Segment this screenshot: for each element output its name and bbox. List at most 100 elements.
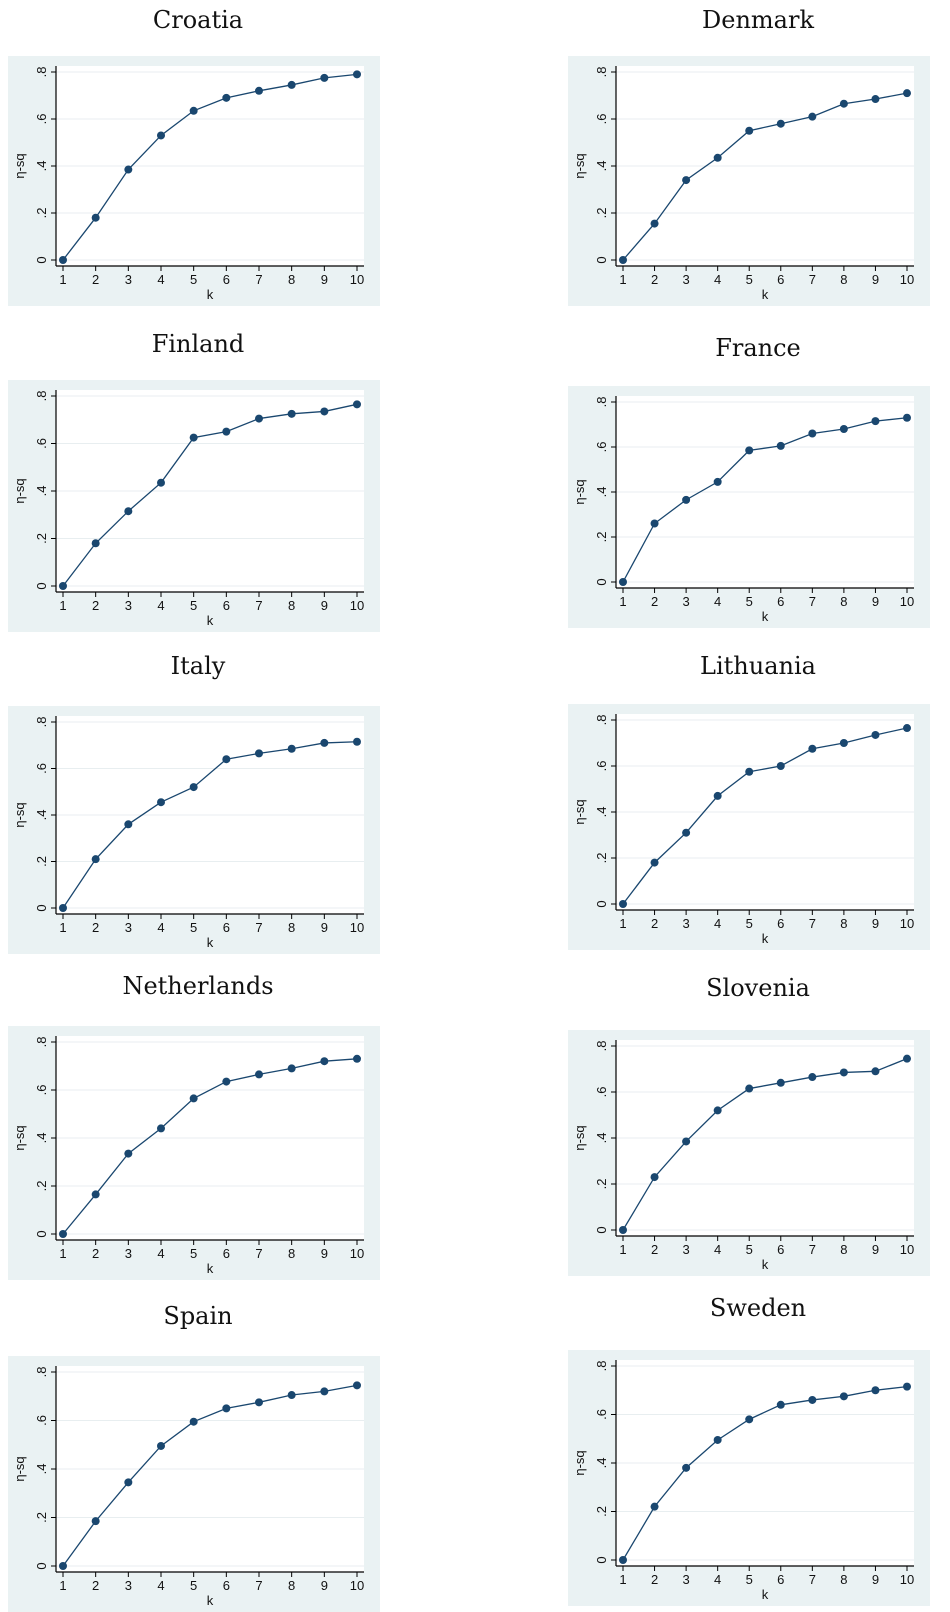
x-tick-label: 10	[900, 594, 914, 609]
y-tick-label: .8	[594, 1041, 609, 1052]
data-point	[650, 219, 659, 228]
data-point	[903, 724, 911, 733]
y-tick-label: .8	[594, 67, 609, 78]
data-point	[808, 112, 817, 121]
x-tick-label: 4	[714, 594, 721, 609]
y-tick-label: 0	[34, 582, 49, 589]
data-point	[713, 1435, 722, 1444]
chart-denmark: 0 .2 .4 .6 .8 1 2 3 4 5 6 7 8 9 10 k η-sq	[568, 56, 930, 306]
data-point	[59, 904, 67, 912]
y-tick-label: .2	[594, 1506, 609, 1517]
x-tick-label: 2	[651, 594, 658, 609]
y-tick-label: .2	[594, 532, 609, 543]
x-tick-label: 3	[682, 272, 689, 287]
data-point	[650, 1502, 659, 1511]
y-axis-label: η-sq	[12, 1125, 27, 1150]
y-axis-label: η-sq	[12, 802, 27, 827]
y-tick-label: .6	[34, 1415, 49, 1426]
y-tick-label: .6	[594, 442, 609, 453]
panel-title: Spain	[163, 1302, 233, 1330]
data-point	[871, 730, 880, 739]
data-point	[619, 1226, 627, 1234]
x-tick-label: 5	[746, 916, 753, 931]
y-tick-label: .8	[34, 67, 49, 78]
data-point	[745, 767, 754, 776]
x-tick-label: 4	[714, 272, 721, 287]
data-point	[839, 739, 848, 747]
y-tick-label: .6	[594, 761, 609, 772]
data-point	[903, 413, 911, 422]
data-point	[808, 1073, 817, 1082]
data-point	[903, 1054, 911, 1063]
x-tick-label: 2	[92, 1246, 99, 1261]
x-tick-label: 10	[350, 1246, 364, 1261]
y-tick-label: 0	[34, 256, 49, 263]
x-tick-label: 1	[59, 272, 66, 287]
data-point	[903, 89, 911, 98]
y-tick-label: 0	[594, 578, 609, 585]
data-point	[124, 507, 133, 516]
x-tick-label: 2	[92, 920, 99, 935]
data-point	[91, 1190, 100, 1199]
data-point	[287, 744, 296, 753]
data-point	[682, 1463, 691, 1472]
x-tick-label: 10	[350, 920, 364, 935]
x-tick-label: 6	[223, 920, 230, 935]
data-point	[713, 1106, 722, 1115]
x-axis-label: k	[762, 609, 769, 624]
data-point	[619, 1556, 627, 1564]
data-point	[776, 441, 785, 450]
y-tick-label: 0	[594, 900, 609, 907]
data-point	[222, 1404, 231, 1413]
x-tick-label: 1	[619, 1572, 626, 1587]
panel-title: Slovenia	[706, 974, 810, 1002]
x-tick-label: 2	[651, 272, 658, 287]
data-point	[353, 737, 361, 746]
panel-title: Italy	[170, 652, 226, 680]
y-tick-label: .4	[594, 1458, 609, 1469]
data-point	[353, 400, 361, 409]
x-tick-label: 7	[809, 1242, 816, 1257]
x-tick-label: 1	[619, 1242, 626, 1257]
x-axis-label: k	[207, 935, 214, 950]
data-point	[871, 1067, 880, 1076]
data-point	[353, 1381, 361, 1390]
x-tick-label: 6	[777, 272, 784, 287]
y-tick-label: .6	[34, 114, 49, 125]
chart-france: 0 .2 .4 .6 .8 1 2 3 4 5 6 7 8 9 10 k η-sq	[568, 386, 930, 628]
chart-slovenia: 0 .2 .4 .6 .8 1 2 3 4 5 6 7 8 9 10 k η-sq	[568, 1030, 930, 1276]
data-point	[839, 1392, 848, 1401]
y-axis-label: η-sq	[572, 479, 587, 504]
data-point	[222, 93, 231, 102]
data-point	[189, 433, 198, 442]
y-tick-label: 0	[594, 1556, 609, 1563]
x-axis-label: k	[207, 287, 214, 302]
y-tick-label: .4	[34, 1133, 49, 1144]
x-tick-label: 7	[809, 1572, 816, 1587]
data-point	[287, 1391, 296, 1400]
x-tick-label: 1	[59, 1578, 66, 1593]
chart-netherlands: 0 .2 .4 .6 .8 1 2 3 4 5 6 7 8 9 10 k η-sq	[8, 1026, 380, 1280]
data-point	[903, 1382, 911, 1391]
data-point	[255, 1070, 263, 1079]
data-point	[776, 1078, 785, 1087]
x-axis-label: k	[762, 287, 769, 302]
data-point	[682, 495, 691, 504]
x-tick-label: 7	[255, 598, 262, 613]
x-tick-label: 3	[125, 272, 132, 287]
data-point	[320, 1057, 329, 1066]
x-tick-label: 10	[900, 1572, 914, 1587]
x-tick-label: 2	[651, 916, 658, 931]
data-point	[745, 446, 754, 455]
x-tick-label: 3	[125, 920, 132, 935]
chart-lithuania: 0 .2 .4 .6 .8 1 2 3 4 5 6 7 8 9 10 k η-sq	[568, 704, 930, 950]
panel-title: Denmark	[702, 6, 814, 34]
data-point	[287, 1064, 296, 1073]
data-point	[353, 70, 361, 79]
data-point	[871, 417, 880, 426]
x-tick-label: 7	[255, 1578, 262, 1593]
data-point	[189, 1094, 198, 1103]
x-tick-label: 4	[157, 1578, 164, 1593]
data-point	[808, 429, 817, 438]
y-tick-label: .2	[34, 856, 49, 867]
